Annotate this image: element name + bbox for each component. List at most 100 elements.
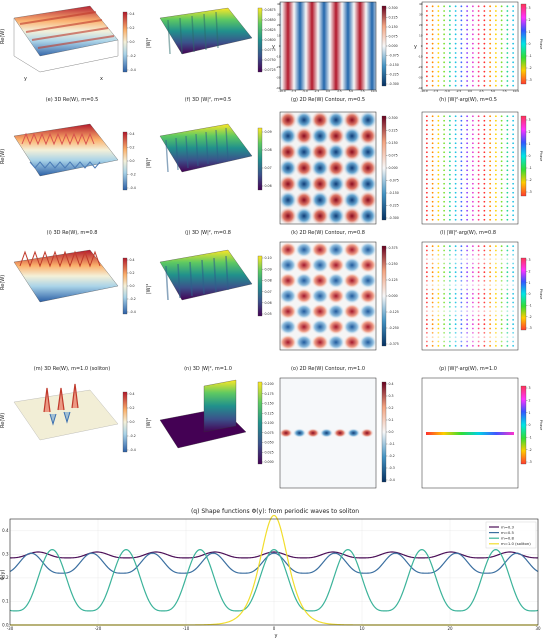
- phase-dot: [500, 5, 503, 8]
- phase-dot: [448, 275, 451, 278]
- phase-dot: [500, 344, 503, 347]
- phase-dot: [460, 146, 463, 149]
- phase-dot: [425, 323, 428, 326]
- phase-dot: [471, 253, 474, 256]
- colorbar-tick-label: 0.075: [265, 431, 274, 435]
- phase-dot: [431, 340, 434, 343]
- phase-dot: [460, 249, 463, 252]
- phase-dot: [483, 266, 486, 269]
- phase-dot: [500, 84, 503, 87]
- phase-dot: [500, 80, 503, 82]
- contour-lobe: [279, 257, 297, 274]
- phase-dot: [500, 336, 503, 339]
- colorbar-tick-label: 0.125: [265, 411, 274, 415]
- contour-lobe: [295, 303, 313, 320]
- phase-dot: [425, 19, 428, 22]
- legend-label: m=0.8: [501, 536, 515, 541]
- phase-dot: [506, 155, 509, 158]
- contour-lobe: [327, 143, 345, 161]
- colorbar: [257, 381, 263, 465]
- y-tick-label: 40: [419, 2, 423, 6]
- phase-dot: [477, 10, 480, 12]
- phase-dot: [483, 336, 486, 339]
- phase-dot: [494, 275, 497, 278]
- phase-dot: [448, 169, 451, 172]
- phase-dot: [512, 52, 515, 54]
- phase-dot: [489, 137, 492, 140]
- colorbar-tick-label: 0.150: [389, 25, 398, 29]
- phase-dot: [489, 42, 492, 45]
- phase-dot: [500, 340, 503, 343]
- phase-dot: [500, 173, 503, 176]
- contour-lobe: [295, 111, 313, 129]
- phase-dot: [431, 262, 434, 265]
- phase-dot: [500, 146, 503, 149]
- contour-lobe: [311, 127, 329, 145]
- phase-dot: [477, 262, 480, 265]
- phase-dot: [500, 253, 503, 256]
- phase-dot: [437, 323, 440, 326]
- phase-dot: [489, 191, 492, 194]
- phase-dot: [506, 38, 509, 40]
- phase-dot: [425, 66, 428, 68]
- phase-dot: [489, 151, 492, 154]
- phase-dot: [506, 245, 509, 248]
- panel-i: Re(W) 0.4 0.2 0.0 -0.2 -0.4 (i) 3D Re(W), m=…: [0, 230, 136, 314]
- phase-dot: [471, 266, 474, 269]
- phase-dot: [437, 249, 440, 252]
- phase-dot: [425, 271, 428, 274]
- phase-dot: [443, 301, 446, 304]
- phase-dot: [448, 288, 451, 291]
- series-line: [9, 552, 539, 574]
- phase-dot: [431, 52, 434, 54]
- phase-dot: [477, 249, 480, 252]
- phase-dot: [448, 124, 451, 127]
- phase-dot: [454, 196, 457, 199]
- contour-lobe: [343, 175, 361, 193]
- phase-dot: [448, 142, 451, 145]
- phase-dot: [437, 164, 440, 167]
- phase-dot: [477, 61, 480, 64]
- phase-dot: [471, 28, 474, 31]
- panel-a: Re(W) x y 0.4 0.2 0.0 -0.2 -0.4: [0, 5, 136, 82]
- phase-dot: [437, 279, 440, 282]
- phase-dot: [431, 33, 434, 36]
- phase-dot: [506, 323, 509, 326]
- phase-dot: [483, 124, 486, 127]
- contour-lobe: [343, 318, 361, 335]
- y-tick-label: 30: [277, 13, 281, 17]
- contour-lobe: [279, 175, 297, 193]
- phase-dot: [443, 164, 446, 167]
- phase-dot: [437, 245, 440, 248]
- phase-dot: [460, 173, 463, 176]
- phase-dot: [460, 66, 463, 68]
- x-tick-label: 10: [359, 626, 365, 631]
- phase-dot: [500, 205, 503, 208]
- z-axis-label: Re(W): [0, 413, 6, 428]
- contour-lobe: [343, 191, 361, 209]
- colorbar-ticks: 0.375 0.250 0.125 0.000 -0.125 -0.250 -0.375: [386, 246, 399, 346]
- phase-dot: [500, 169, 503, 172]
- phase-dot: [443, 28, 446, 31]
- phase-dot: [489, 24, 492, 26]
- phase-dot: [500, 310, 503, 313]
- phase-dot: [494, 124, 497, 127]
- colorbar-tick-label: 0.100: [265, 421, 274, 425]
- phase-dot: [466, 301, 469, 304]
- phase-dot: [500, 200, 503, 203]
- phase-dot: [483, 284, 486, 287]
- phase-dot: [500, 262, 503, 265]
- phase-dot: [506, 253, 509, 256]
- colorbar-tick-label: 3: [529, 118, 531, 122]
- phase-dot: [431, 191, 434, 194]
- phase-dot: [466, 318, 469, 321]
- phase-dot: [506, 209, 509, 212]
- phase-dot: [437, 66, 440, 68]
- phase-dot: [437, 209, 440, 212]
- colorbar-tick-label: 0.300: [389, 116, 398, 120]
- phase-dot: [425, 173, 428, 176]
- phase-dot: [506, 56, 509, 59]
- legend: m=0.3m=0.5m=0.8m=1.0 (soliton): [485, 521, 537, 549]
- y-axis-label: y: [24, 76, 27, 82]
- contour-lobe: [327, 207, 345, 225]
